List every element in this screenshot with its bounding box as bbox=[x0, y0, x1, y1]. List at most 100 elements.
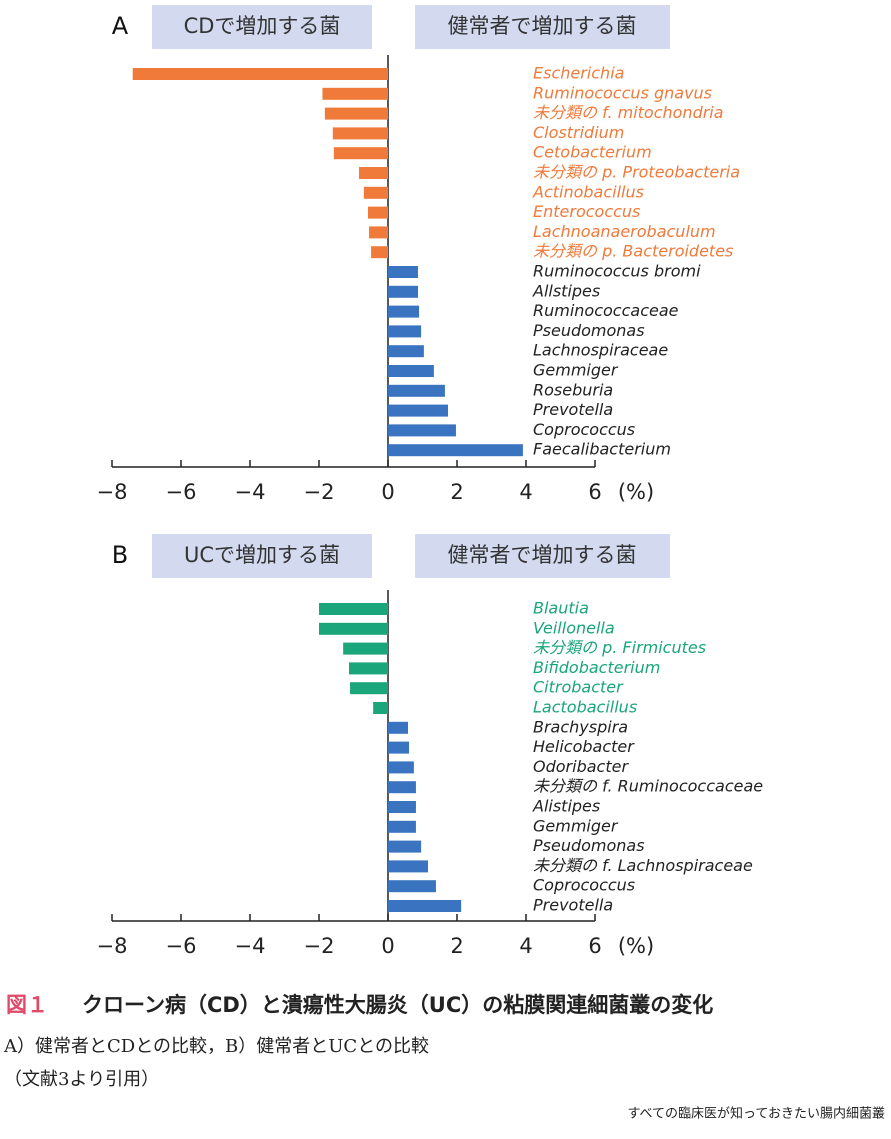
x-tick-label: 6 bbox=[588, 934, 601, 958]
header-box bbox=[152, 534, 372, 578]
bar bbox=[388, 325, 422, 338]
category-label: Prevotella bbox=[533, 400, 613, 419]
category-label: Prevotella bbox=[533, 896, 613, 915]
x-tick-label: −4 bbox=[235, 934, 266, 958]
bar bbox=[388, 444, 523, 457]
bar bbox=[322, 87, 388, 100]
category-label: 未分類の p. Bacteroidetes bbox=[533, 242, 733, 261]
category-label: Lachnospiraceae bbox=[533, 341, 668, 360]
bar bbox=[388, 801, 416, 813]
bar bbox=[363, 186, 388, 199]
left-header: UCで増加する菌 bbox=[184, 543, 340, 567]
category-label: Coprococcus bbox=[533, 876, 635, 895]
panel-label: B bbox=[112, 541, 128, 569]
category-label: Helicobacter bbox=[533, 737, 635, 756]
category-label: Coprococcus bbox=[533, 420, 635, 439]
category-label: Enterococcus bbox=[533, 202, 640, 221]
bar bbox=[319, 603, 388, 615]
caption-line: A）健常者とCDとの比較，B）健常者とUCとの比較 bbox=[3, 1036, 429, 1057]
category-label: Escherichia bbox=[533, 64, 624, 83]
x-tick-label: −2 bbox=[304, 480, 335, 504]
category-label: Clostridium bbox=[533, 123, 624, 142]
bar bbox=[349, 662, 388, 675]
bar bbox=[388, 404, 449, 417]
category-label: Gemmiger bbox=[533, 361, 619, 380]
category-label: Pseudomonas bbox=[533, 836, 645, 855]
bar bbox=[369, 226, 388, 239]
category-label: Citrobacter bbox=[533, 678, 624, 697]
footer: すべての臨床医が知っておきたい腸内細菌叢 bbox=[627, 1106, 885, 1122]
figure-title: クローン病（CD）と潰瘍性大腸炎（UC）の粘膜関連細菌叢の変化 bbox=[82, 993, 713, 1017]
bar bbox=[388, 424, 456, 437]
category-label: Ruminococcus bromi bbox=[533, 262, 701, 281]
bar bbox=[388, 305, 420, 318]
right-header: 健常者で増加する菌 bbox=[448, 14, 637, 38]
x-tick-label: 2 bbox=[450, 480, 463, 504]
bar bbox=[132, 68, 388, 80]
bar bbox=[324, 107, 388, 120]
x-axis-label: (%) bbox=[618, 480, 654, 504]
caption-source: （文献3より引用） bbox=[4, 1069, 159, 1090]
x-tick-label: −6 bbox=[166, 934, 197, 958]
category-label: 未分類の p. Firmicutes bbox=[533, 638, 706, 657]
category-label: Faecalibacterium bbox=[533, 440, 671, 459]
header-box bbox=[152, 5, 372, 49]
x-tick-label: 0 bbox=[381, 934, 394, 958]
bar bbox=[332, 127, 388, 140]
bar bbox=[388, 860, 429, 873]
panel-label: A bbox=[112, 12, 129, 40]
bar bbox=[350, 682, 388, 695]
category-label: Ruminococcaceae bbox=[533, 301, 679, 320]
figure-number: 図１ bbox=[6, 993, 48, 1017]
bar bbox=[373, 702, 388, 714]
bar bbox=[319, 622, 388, 635]
header-box bbox=[415, 5, 670, 49]
bar bbox=[388, 365, 434, 377]
bar bbox=[333, 147, 388, 160]
x-tick-label: 4 bbox=[519, 934, 532, 958]
bar bbox=[388, 741, 410, 754]
category-label: Gemmiger bbox=[533, 816, 619, 835]
category-label: 未分類の f. mitochondria bbox=[533, 103, 724, 122]
category-label: Veillonella bbox=[533, 618, 615, 637]
bar bbox=[388, 880, 436, 893]
x-tick-label: −2 bbox=[304, 934, 335, 958]
category-label: Pseudomonas bbox=[533, 321, 645, 340]
category-label: Ruminococcus gnavus bbox=[533, 83, 712, 102]
category-label: Lachnoanaerobaculum bbox=[533, 222, 716, 241]
category-label: Alistipes bbox=[532, 797, 600, 816]
x-tick-label: 2 bbox=[450, 934, 463, 958]
bar bbox=[388, 900, 462, 912]
category-label: 未分類の p. Proteobacteria bbox=[533, 163, 740, 182]
bar bbox=[388, 384, 445, 397]
category-label: 未分類の f. Ruminococcaceae bbox=[533, 777, 763, 796]
bar bbox=[388, 345, 424, 358]
bar bbox=[388, 820, 416, 833]
category-label: Roseburia bbox=[533, 380, 613, 399]
category-label: Lactobacillus bbox=[533, 698, 637, 717]
category-label: Odoribacter bbox=[533, 757, 629, 776]
bar bbox=[388, 721, 409, 734]
category-label: Allstipes bbox=[532, 281, 600, 300]
x-tick-label: 4 bbox=[519, 480, 532, 504]
category-label: Bifidobacterium bbox=[533, 658, 660, 677]
x-tick-label: −6 bbox=[166, 480, 197, 504]
header-box bbox=[415, 534, 670, 578]
x-axis-label: (%) bbox=[618, 934, 654, 958]
bar bbox=[367, 206, 388, 219]
bar bbox=[388, 266, 419, 278]
category-label: Blautia bbox=[533, 599, 589, 618]
x-tick-label: 6 bbox=[588, 480, 601, 504]
category-label: Actinobacillus bbox=[532, 182, 644, 201]
bar bbox=[388, 840, 422, 853]
category-label: 未分類の f. Lachnospiraceae bbox=[533, 856, 753, 875]
category-label: Cetobacterium bbox=[533, 143, 652, 162]
x-tick-label: −8 bbox=[97, 934, 128, 958]
left-header: CDで増加する菌 bbox=[184, 14, 341, 38]
bar bbox=[388, 285, 419, 298]
bar bbox=[371, 246, 388, 259]
x-tick-label: −8 bbox=[97, 480, 128, 504]
right-header: 健常者で増加する菌 bbox=[448, 543, 637, 567]
